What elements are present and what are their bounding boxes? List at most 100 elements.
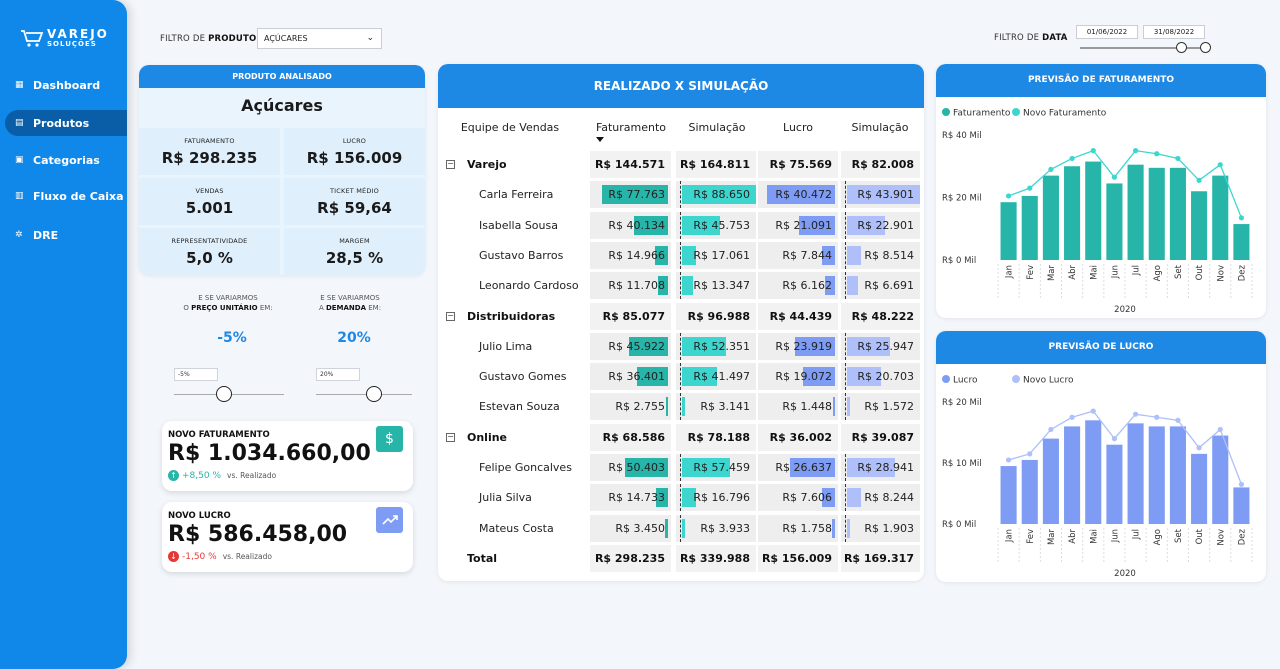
sidebar-item-dashboard[interactable]: ▦ Dashboard — [5, 72, 127, 98]
kpi-label: FATURAMENTO — [184, 137, 235, 145]
sidebar-item-fluxo-de-caixa[interactable]: ▥ Fluxo de Caixa — [5, 183, 127, 209]
col-header-simulacao-lucro[interactable]: Simulação — [851, 121, 909, 134]
bar-mark[interactable] — [1042, 438, 1059, 524]
demanda-slider-track[interactable] — [316, 394, 412, 395]
bar-mark[interactable] — [1021, 195, 1038, 260]
line-point[interactable] — [1005, 193, 1012, 199]
preco-variation-value: -5% — [217, 330, 247, 346]
x-tick-label: Jul — [1132, 265, 1142, 276]
bar-mark[interactable] — [1021, 459, 1038, 524]
bar-mark[interactable] — [1085, 161, 1102, 260]
col-header-lucro[interactable]: Lucro — [783, 121, 813, 134]
line-point[interactable] — [1048, 426, 1054, 433]
line-point[interactable] — [1111, 174, 1118, 180]
bar-mark[interactable] — [1106, 444, 1123, 524]
produto-select[interactable]: AÇÚCARES ⌄ — [257, 28, 382, 49]
cell-value: R$ 20.703 — [857, 370, 914, 384]
x-tick-label: Out — [1195, 264, 1205, 280]
line-point[interactable] — [1217, 162, 1223, 168]
legend-label[interactable]: Faturamento — [953, 109, 1011, 119]
collapse-icon[interactable]: − — [446, 159, 455, 169]
cell-value: R$ 1.903 — [864, 521, 914, 535]
line-point[interactable] — [1196, 177, 1202, 183]
bar-mark[interactable] — [1127, 423, 1144, 524]
line-point[interactable] — [1217, 426, 1223, 433]
preco-variation-input[interactable]: -5% — [174, 368, 218, 381]
bar-mark[interactable] — [1212, 435, 1229, 524]
bar-mark[interactable] — [1000, 466, 1017, 524]
date-range-slider[interactable] — [1080, 42, 1211, 53]
produto-name: Açúcares — [241, 96, 323, 115]
data-bar — [665, 518, 668, 538]
line-point[interactable] — [1238, 481, 1245, 487]
col-header-equipe[interactable]: Equipe de Vendas — [460, 121, 560, 134]
produto-analisado-header: PRODUTO ANALISADO — [139, 65, 425, 88]
reference-line — [845, 211, 847, 239]
bar-mark[interactable] — [1233, 487, 1250, 524]
table-cell: R$ 164.811 — [676, 151, 756, 178]
sidebar-item-dre[interactable]: ✲ DRE — [5, 222, 127, 248]
line-point[interactable] — [1154, 414, 1160, 420]
line-point[interactable] — [1090, 148, 1096, 154]
table-cell: R$ 11.708 — [590, 272, 671, 300]
kpi-label: MARGEM — [339, 237, 370, 245]
line-point[interactable] — [1005, 457, 1012, 463]
demanda-slider-handle[interactable] — [365, 386, 382, 402]
line-point[interactable] — [1111, 436, 1118, 442]
bar-mark[interactable] — [1191, 453, 1208, 524]
data-bar — [634, 215, 668, 235]
bar-mark[interactable] — [1127, 164, 1144, 260]
bar-mark[interactable] — [1148, 167, 1165, 260]
bar-mark[interactable] — [1064, 426, 1081, 524]
date-end-input[interactable]: 31/08/2022 — [1143, 25, 1205, 39]
data-bar — [629, 336, 668, 356]
arrow-down-icon: ↓ — [168, 551, 179, 562]
legend-label[interactable]: Novo Lucro — [1023, 376, 1074, 386]
bar-mark[interactable] — [1148, 426, 1165, 524]
line-point[interactable] — [1238, 215, 1245, 221]
col-header-simulacao-fat[interactable]: Simulação — [688, 121, 746, 134]
line-point[interactable] — [1196, 445, 1202, 451]
preco-slider-handle[interactable] — [215, 386, 232, 402]
demanda-variation-input[interactable]: 20% — [316, 368, 360, 381]
date-start-input[interactable]: 01/06/2022 — [1076, 25, 1138, 39]
line-point[interactable] — [1027, 451, 1033, 457]
collapse-icon[interactable]: − — [446, 431, 455, 442]
line-point[interactable] — [1132, 411, 1139, 417]
data-bar — [822, 488, 835, 508]
legend-label[interactable]: Novo Faturamento — [1023, 109, 1107, 119]
bar-mark[interactable] — [1042, 175, 1059, 260]
line-point[interactable] — [1090, 408, 1096, 414]
sidebar-item-categorias[interactable]: ▣ Categorias — [5, 147, 127, 173]
legend-label[interactable]: Lucro — [953, 376, 978, 386]
line-point[interactable] — [1027, 185, 1033, 191]
date-slider-start-handle[interactable] — [1176, 42, 1187, 53]
bar-mark[interactable] — [1169, 167, 1186, 260]
cell-value: R$ 14.966 — [608, 248, 665, 262]
bar-mark[interactable] — [1169, 426, 1186, 524]
kpi-representatividade: REPRESENTATIVIDADE 5,0 % — [139, 228, 280, 275]
line-point[interactable] — [1069, 414, 1075, 420]
sidebar-item-produtos[interactable]: ▤ Produtos — [5, 110, 127, 136]
date-slider-end-handle[interactable] — [1200, 42, 1211, 53]
line-point[interactable] — [1154, 151, 1160, 157]
bar-mark[interactable] — [1212, 175, 1229, 260]
collapse-icon[interactable]: − — [446, 310, 455, 321]
line-point[interactable] — [1048, 166, 1054, 172]
line-point[interactable] — [1069, 155, 1075, 162]
line-point[interactable] — [1175, 155, 1181, 162]
gear-icon: ✲ — [15, 230, 23, 240]
bar-mark[interactable] — [1191, 191, 1208, 260]
cell-value: R$ 13.347 — [693, 279, 750, 293]
bar-mark[interactable] — [1233, 224, 1250, 260]
line-point[interactable] — [1175, 417, 1181, 423]
line-point[interactable] — [1132, 148, 1139, 154]
table-cell: R$ 144.571 — [590, 151, 671, 178]
bar-mark[interactable] — [1000, 202, 1017, 260]
bar-mark[interactable] — [1106, 183, 1123, 260]
bar-mark[interactable] — [1085, 420, 1102, 524]
x-tick-label: Mar — [1047, 529, 1057, 546]
col-header-faturamento[interactable]: Faturamento — [595, 121, 667, 134]
bar-mark[interactable] — [1064, 166, 1081, 260]
x-tick-label: Ago — [1153, 529, 1163, 545]
